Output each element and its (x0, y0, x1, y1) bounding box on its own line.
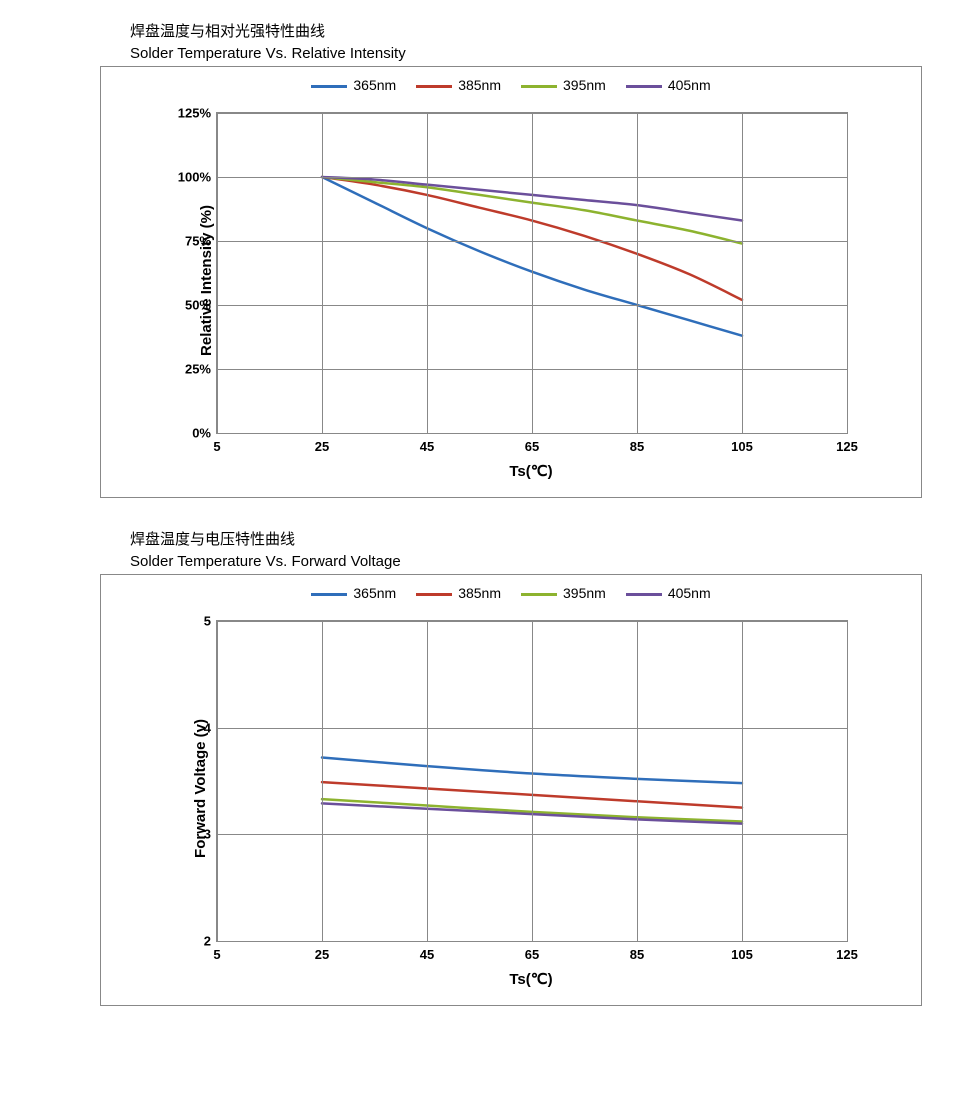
legend-swatch (626, 593, 662, 596)
chart1-plot-area: 5254565851051250%25%50%75%100%125% (216, 112, 848, 434)
legend-item: 405nm (626, 585, 711, 601)
legend-label: 405nm (668, 77, 711, 93)
legend-label: 385nm (458, 585, 501, 601)
legend-item: 365nm (311, 77, 396, 93)
gridline-vertical (427, 113, 428, 433)
x-tick-label: 25 (315, 439, 329, 454)
y-tick-label: 125% (178, 106, 211, 121)
x-tick-label: 25 (315, 947, 329, 962)
gridline-vertical (742, 621, 743, 941)
legend-label: 385nm (458, 77, 501, 93)
legend-item: 395nm (521, 77, 606, 93)
chart1-legend: 365nm 385nm 395nm 405nm (101, 77, 921, 93)
gridline-horizontal (217, 834, 847, 835)
gridline-horizontal (217, 621, 847, 622)
gridline-horizontal (217, 369, 847, 370)
chart2-y-axis-title: Forward Voltage (v) (192, 719, 209, 858)
gridline-horizontal (217, 433, 847, 434)
gridline-vertical (847, 113, 848, 433)
gridline-vertical (322, 113, 323, 433)
y-tick-label: 100% (178, 170, 211, 185)
x-tick-label: 45 (420, 947, 434, 962)
chart2-block: 焊盘温度与电压特性曲线 Solder Temperature Vs. Forwa… (40, 528, 920, 1006)
gridline-vertical (217, 113, 218, 433)
x-tick-label: 65 (525, 439, 539, 454)
gridline-vertical (532, 113, 533, 433)
y-tick-label: 5 (204, 614, 211, 629)
gridline-vertical (322, 621, 323, 941)
y-tick-label: 2 (204, 934, 211, 949)
legend-item: 405nm (626, 77, 711, 93)
page: 焊盘温度与相对光强特性曲线 Solder Temperature Vs. Rel… (0, 0, 960, 1056)
y-tick-label: 0% (192, 426, 211, 441)
x-tick-label: 125 (836, 947, 858, 962)
gridline-horizontal (217, 728, 847, 729)
gridline-horizontal (217, 941, 847, 942)
chart1-x-axis-title: Ts(℃) (509, 462, 552, 480)
x-tick-label: 105 (731, 947, 753, 962)
chart2-title-cn: 焊盘温度与电压特性曲线 (130, 528, 920, 549)
gridline-vertical (637, 113, 638, 433)
legend-item: 385nm (416, 77, 501, 93)
chart1-container: 365nm385nm395nm405nm 5254565851051250%25… (100, 66, 922, 498)
gridline-vertical (427, 621, 428, 941)
x-tick-label: 125 (836, 439, 858, 454)
legend-swatch (311, 85, 347, 88)
chart2-plot-area: 5254565851051252345 (216, 620, 848, 942)
legend-item: 395nm (521, 585, 606, 601)
chart2-container: 365nm 385nm 395nm 405nm 5254565851051252345… (100, 574, 922, 1006)
legend-swatch (521, 593, 557, 596)
gridline-horizontal (217, 113, 847, 114)
legend-label: 405nm (668, 585, 711, 601)
x-tick-label: 65 (525, 947, 539, 962)
legend-item: 365nm (311, 585, 396, 601)
chart2-x-axis-title: Ts(℃) (509, 970, 552, 988)
legend-item: 385nm (416, 585, 501, 601)
chart1-title-en: Solder Temperature Vs. Relative Intensit… (130, 45, 920, 62)
legend-swatch (311, 593, 347, 596)
legend-swatch (521, 85, 557, 88)
x-tick-label: 85 (630, 439, 644, 454)
chart1-title-cn: 焊盘温度与相对光强特性曲线 (130, 20, 920, 41)
gridline-vertical (217, 621, 218, 941)
legend-swatch (626, 85, 662, 88)
x-tick-label: 45 (420, 439, 434, 454)
y-tick-label: 25% (185, 362, 211, 377)
gridline-horizontal (217, 177, 847, 178)
chart1-block: 焊盘温度与相对光强特性曲线 Solder Temperature Vs. Rel… (40, 20, 920, 498)
gridline-horizontal (217, 305, 847, 306)
gridline-vertical (847, 621, 848, 941)
x-tick-label: 5 (213, 947, 220, 962)
gridline-vertical (637, 621, 638, 941)
legend-label: 365nm (353, 77, 396, 93)
legend-label: 395nm (563, 77, 606, 93)
gridline-vertical (532, 621, 533, 941)
chart1-y-axis-title: Relative Intensity (%) (198, 205, 215, 356)
x-tick-label: 85 (630, 947, 644, 962)
x-tick-label: 5 (213, 439, 220, 454)
gridline-horizontal (217, 241, 847, 242)
gridline-vertical (742, 113, 743, 433)
legend-swatch (416, 85, 452, 88)
legend-swatch (416, 593, 452, 596)
chart2-title-en: Solder Temperature Vs. Forward Voltage (130, 553, 920, 570)
x-tick-label: 105 (731, 439, 753, 454)
chart2-legend: 365nm 385nm 395nm 405nm (101, 585, 921, 601)
legend-label: 395nm (563, 585, 606, 601)
legend-label: 365nm (353, 585, 396, 601)
